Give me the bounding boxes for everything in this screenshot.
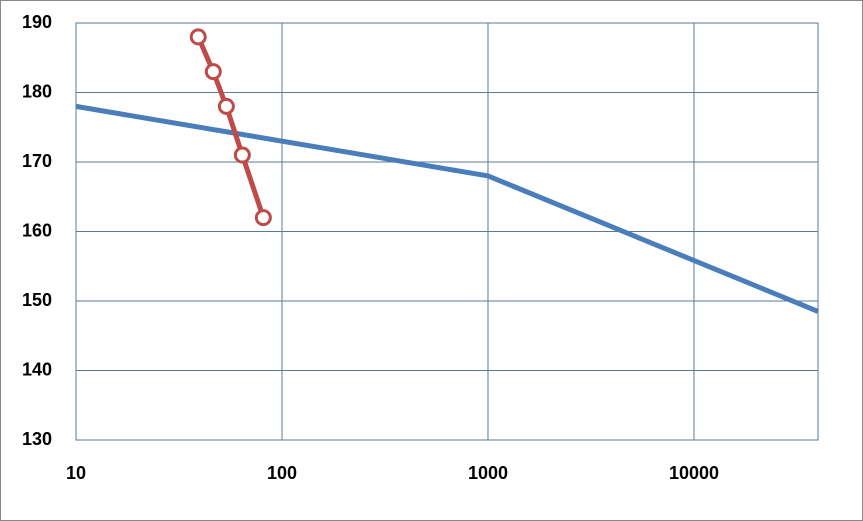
y-tick-label: 140	[22, 359, 52, 379]
y-tick-label: 180	[22, 81, 52, 101]
marker	[254, 209, 272, 227]
x-tick-label: 10	[66, 463, 86, 483]
x-tick-label: 10000	[669, 463, 719, 483]
y-tick-label: 130	[22, 429, 52, 449]
marker	[233, 146, 251, 164]
marker	[189, 28, 207, 46]
y-tick-label: 190	[22, 12, 52, 32]
y-tick-label: 170	[22, 151, 52, 171]
line-series	[75, 103, 819, 314]
marker	[217, 97, 235, 115]
marker	[204, 63, 222, 81]
x-tick-label: 1000	[468, 463, 508, 483]
y-tick-label: 150	[22, 290, 52, 310]
x-tick-label: 100	[267, 463, 297, 483]
y-tick-label: 160	[22, 220, 52, 240]
